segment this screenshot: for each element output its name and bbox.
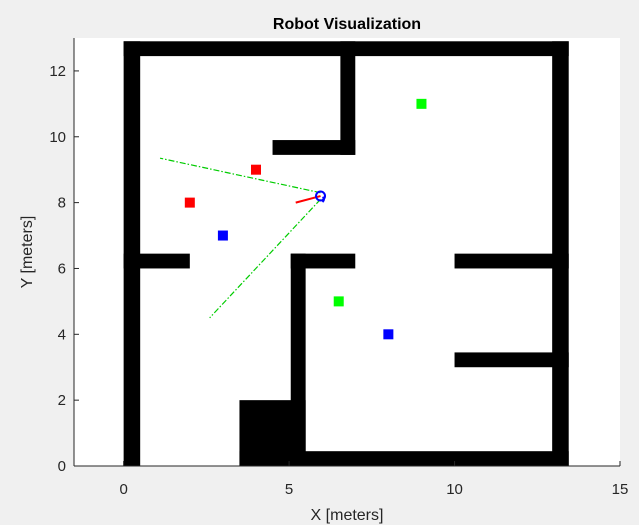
map-obstacle [454, 253, 569, 269]
data-point [184, 197, 195, 208]
y-tick-label: 4 [58, 326, 66, 343]
map-obstacle [454, 352, 569, 368]
map-obstacle [340, 41, 356, 155]
data-point [416, 98, 427, 109]
y-tick-label: 8 [58, 195, 66, 212]
data-point [217, 230, 228, 241]
map-obstacle [123, 253, 190, 269]
y-tick-label: 10 [49, 129, 66, 146]
data-point [333, 296, 344, 307]
y-tick-label: 12 [49, 63, 66, 80]
axes-frame [73, 38, 620, 467]
sensor-rays [159, 157, 321, 319]
data-point [251, 164, 261, 175]
x-tick-label: 0 [119, 481, 127, 498]
robot [295, 190, 327, 204]
ticks: 0 5 10 15 0 2 4 6 8 10 12 [49, 63, 628, 498]
data-markers [184, 98, 427, 340]
data-point [383, 329, 394, 340]
y-tick-label: 0 [58, 458, 66, 475]
y-tick-label: 6 [58, 260, 66, 277]
map-layer [123, 41, 569, 467]
robot-body [315, 190, 327, 202]
x-tick-label: 10 [446, 481, 463, 498]
map-obstacle [272, 140, 356, 155]
robot-wheel [321, 196, 326, 203]
chart-title: Robot Visualization [273, 16, 421, 33]
y-tick-label: 2 [58, 392, 66, 409]
y-axis-label: Y [meters] [19, 216, 36, 289]
x-tick-label: 5 [285, 481, 293, 498]
x-axis-label: X [meters] [311, 507, 384, 524]
map-obstacle [290, 253, 306, 466]
x-tick-label: 15 [612, 481, 629, 498]
sensor-ray [209, 198, 321, 319]
map-obstacle [239, 451, 569, 466]
sensor-ray [159, 157, 321, 194]
map-obstacle [290, 253, 356, 269]
